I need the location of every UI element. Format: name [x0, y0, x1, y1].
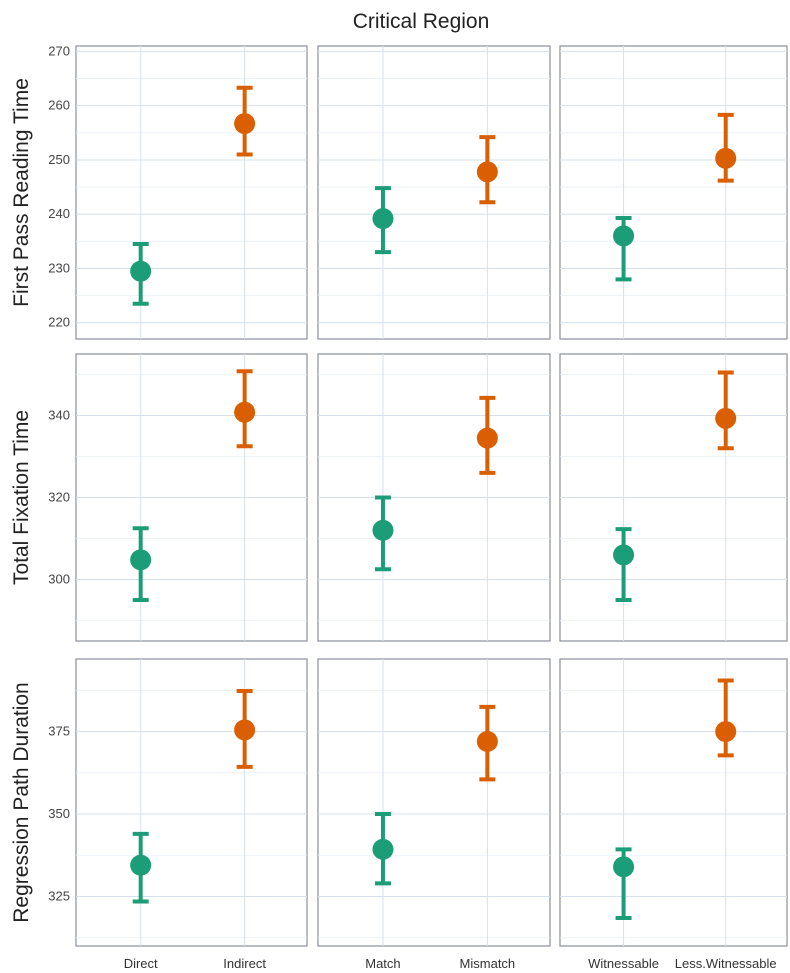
y-tick-label: 230	[48, 260, 70, 275]
y-tick-label: 350	[48, 806, 70, 821]
panel-frame	[559, 658, 788, 947]
data-point	[234, 719, 256, 741]
data-point	[476, 161, 498, 183]
facet-panel	[317, 658, 551, 947]
facet-panel	[317, 45, 551, 340]
data-point	[613, 544, 635, 566]
y-tick-label: 340	[48, 408, 70, 423]
y-tick-label: 375	[48, 724, 70, 739]
data-point	[234, 401, 256, 423]
data-point	[715, 407, 737, 429]
data-point	[476, 427, 498, 449]
panel-frame	[75, 658, 308, 947]
y-tick-label: 300	[48, 572, 70, 587]
y-tick-label: 250	[48, 152, 70, 167]
data-point	[234, 113, 256, 135]
y-tick-label: 270	[48, 43, 70, 58]
row-y-axis-label: Total Fixation Time	[10, 410, 33, 585]
y-tick-label: 240	[48, 206, 70, 221]
x-tick-label: Match	[365, 956, 400, 971]
data-point	[130, 854, 152, 876]
data-point	[130, 549, 152, 571]
x-tick-label: Indirect	[223, 956, 266, 971]
data-point	[715, 721, 737, 743]
x-tick-label: Mismatch	[460, 956, 516, 971]
x-tick-label: Direct	[124, 956, 158, 971]
data-point	[372, 519, 394, 541]
panel-grid: First Pass Reading Time 220 230 240 250 260 27…	[10, 43, 788, 971]
data-point	[372, 838, 394, 860]
x-tick-label: Witnessable	[588, 956, 659, 971]
y-tick-label: 320	[48, 490, 70, 505]
panel-frame	[559, 45, 788, 340]
panel-frame	[317, 45, 551, 340]
x-tick-label: Less.Witnessable	[675, 956, 777, 971]
facet-panel	[559, 658, 788, 947]
facet-panel	[75, 45, 308, 340]
row-y-axis-label: First Pass Reading Time	[10, 78, 33, 307]
facet-panel	[559, 353, 788, 642]
panel-frame	[317, 658, 551, 947]
chart-title: Critical Region	[353, 10, 490, 33]
facet-panel	[559, 45, 788, 340]
data-point	[372, 208, 394, 230]
facet-panel	[75, 353, 308, 642]
y-tick-label: 325	[48, 889, 70, 904]
facet-panel	[75, 658, 308, 947]
data-point	[613, 225, 635, 247]
y-tick-label: 220	[48, 315, 70, 330]
y-tick-label: 260	[48, 98, 70, 113]
row-y-axis-label: Regression Path Duration	[10, 682, 33, 922]
data-point	[715, 147, 737, 169]
facet-panel	[317, 353, 551, 642]
data-point	[613, 856, 635, 878]
data-point	[130, 260, 152, 282]
panel-frame	[75, 45, 308, 340]
data-point	[476, 730, 498, 752]
